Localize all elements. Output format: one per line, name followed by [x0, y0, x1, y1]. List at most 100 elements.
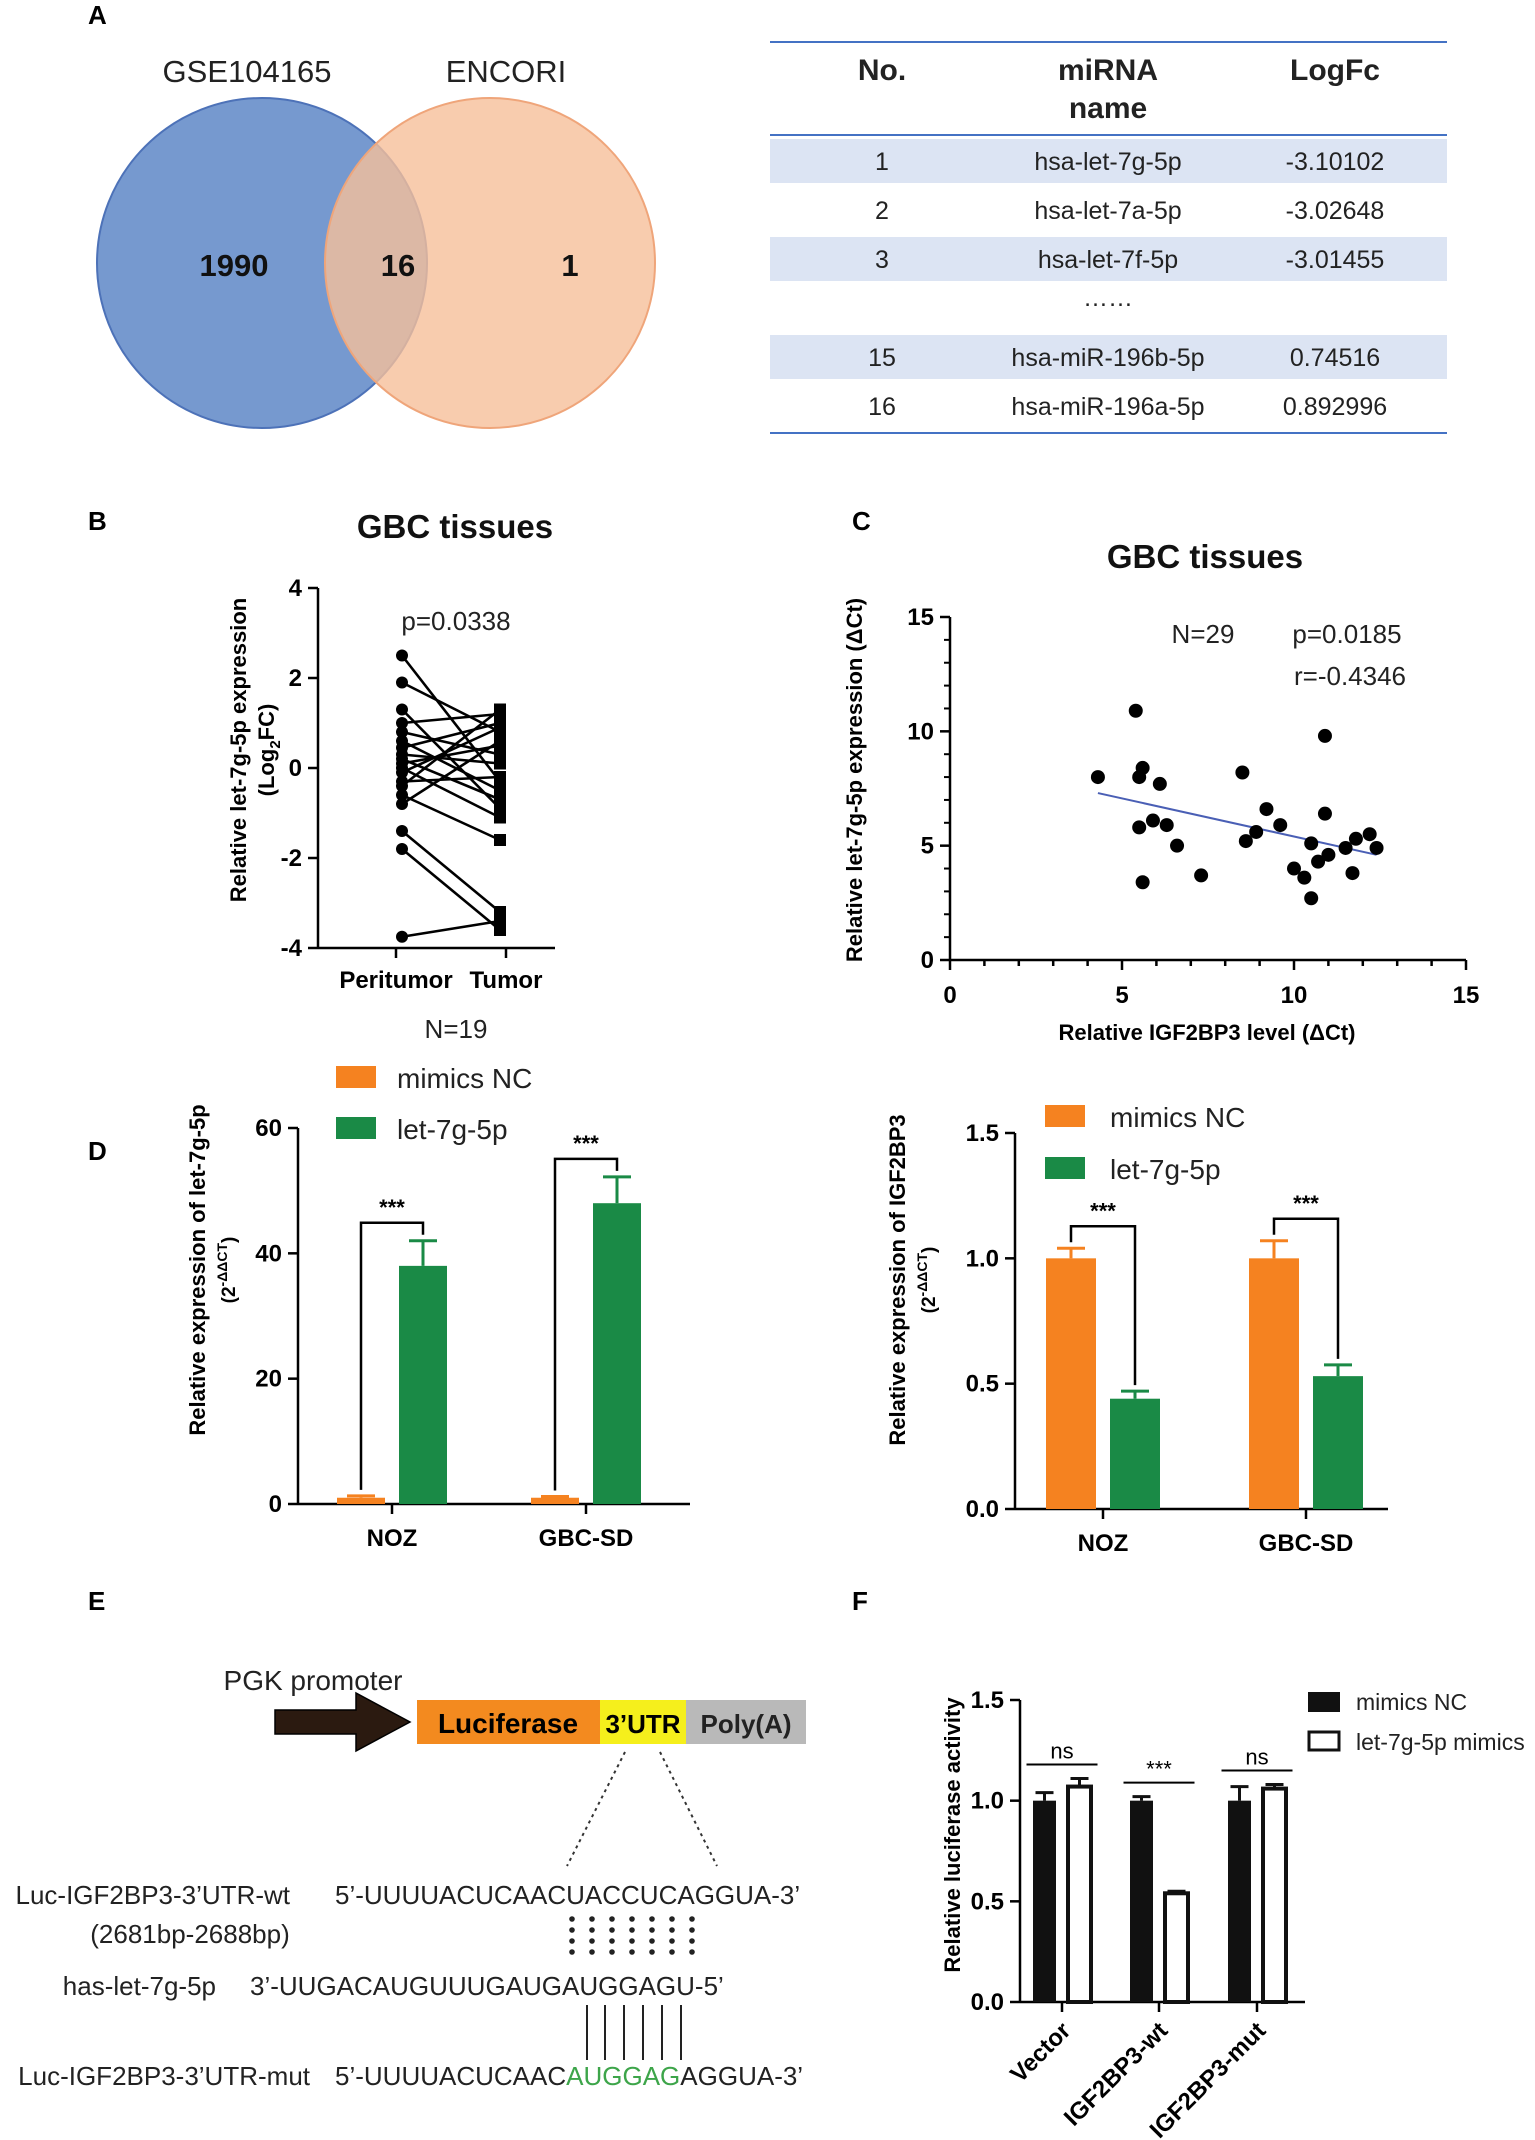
- panel-d-right-y-tick-label: 0.5: [966, 1371, 999, 1398]
- pair-dot: [589, 1916, 595, 1922]
- panel-d-right-y-tick-label: 1.5: [966, 1120, 999, 1147]
- paired-sample: [396, 789, 506, 846]
- bar: [593, 1203, 641, 1504]
- paired-line: [401, 847, 501, 932]
- panel-label-a: A: [88, 0, 107, 30]
- table-cell-name: hsa-let-7g-5p: [1034, 148, 1181, 176]
- significance-bracket: ***: [553, 1131, 619, 1491]
- bar: [1261, 1786, 1288, 2004]
- pair-dot: [669, 1949, 675, 1955]
- utr-box: [600, 1700, 686, 1744]
- bar: [399, 1265, 447, 1504]
- significance-label: ***: [1146, 1757, 1172, 1782]
- mirna-name: has-let-7g-5p: [63, 1971, 216, 2001]
- pair-dot: [649, 1949, 655, 1955]
- panel-c-marks: [1090, 703, 1384, 906]
- pair-dot: [649, 1927, 655, 1933]
- scatter-point: [1273, 818, 1288, 833]
- paired-line: [401, 739, 501, 806]
- scatter-point: [1321, 847, 1336, 862]
- paired-line: [401, 721, 501, 750]
- legend-label-mimics-nc: mimics NC: [1110, 1102, 1245, 1133]
- pair-dot: [609, 1949, 615, 1955]
- pair-dot: [629, 1938, 635, 1944]
- legend-swatch-mimics-nc: [1045, 1105, 1085, 1127]
- pair-dot: [649, 1916, 655, 1922]
- table-cell-logfc: -3.02648: [1286, 197, 1385, 225]
- table-row: 3 hsa-let-7f-5p -3.01455: [770, 237, 1447, 281]
- paired-sample: [396, 721, 506, 779]
- significance-label: ***: [1293, 1191, 1319, 1216]
- scatter-point: [1159, 818, 1174, 833]
- scatter-point: [1345, 866, 1360, 881]
- zoom-line-right: [659, 1751, 718, 1867]
- paired-line: [401, 766, 501, 819]
- pair-dot: [689, 1927, 695, 1933]
- table-row: ……: [1083, 284, 1133, 312]
- wt-sequence: 5’-UUUUACUCAACUACCUCAGGUA-3’: [335, 1880, 800, 1910]
- panel-b-marks: [396, 649, 506, 943]
- bracket-line: [1069, 1225, 1137, 1386]
- base-pair-dots: [569, 1916, 695, 1955]
- bar-group: [1163, 1889, 1190, 2005]
- panel-f-marks: ns *** ns: [1026, 1739, 1293, 2005]
- legend-swatch-mimics-nc: [1308, 1692, 1340, 1712]
- significance-marker: ns: [1221, 1745, 1293, 1772]
- table-cell-no: 1: [875, 148, 889, 176]
- venn-left-label: GSE104165: [163, 54, 332, 89]
- scatter-point: [1194, 868, 1209, 883]
- pair-dot: [589, 1927, 595, 1933]
- significance-label: ***: [573, 1131, 599, 1156]
- bar-group: [1249, 1239, 1299, 1509]
- venn-right-count: 1: [561, 248, 578, 283]
- peritumor-point: [396, 676, 408, 689]
- panel-d-right-x-tick-label: GBC-SD: [1259, 1530, 1354, 1557]
- bar-group: [1110, 1389, 1160, 1509]
- panel-c-x-tick-label: 10: [1281, 982, 1308, 1009]
- scatter-point: [1135, 875, 1150, 890]
- wt-construct-range: (2681bp-2688bp): [90, 1919, 290, 1949]
- mut-sequence-suffix: AGGUA-3’: [680, 2061, 803, 2091]
- pair-dot: [629, 1916, 635, 1922]
- bar: [1066, 1784, 1093, 2005]
- panel-f-bar-chart: Relative luciferase activity mimics NC l…: [940, 1687, 1525, 2140]
- bar: [1130, 1800, 1153, 2002]
- paired-sample: [396, 735, 506, 810]
- pair-dot: [569, 1916, 575, 1922]
- panel-c-y-tick-label: 10: [907, 718, 934, 745]
- bar-group: [399, 1239, 447, 1504]
- panel-f-x-tick-label: Vector: [1005, 2017, 1076, 2088]
- panel-c-y-tick-label: 5: [921, 833, 934, 860]
- bar: [1163, 1891, 1190, 2005]
- table-cell-no: 2: [875, 197, 889, 225]
- panel-b-title: GBC tissues: [357, 508, 553, 545]
- legend-swatch-let-7g-5p: [336, 1117, 376, 1139]
- panel-d-left-y-tick-label: 20: [255, 1366, 282, 1393]
- panel-d-right-bar-chart: Relative expression of IGF2BP3 (2-ΔΔCT) m…: [885, 1102, 1388, 1557]
- peritumor-point: [396, 789, 408, 801]
- table-cell-logfc: -3.01455: [1286, 246, 1385, 274]
- panel-c-x-tick-label: 5: [1115, 982, 1128, 1009]
- significance-label: ns: [1245, 1745, 1268, 1770]
- mirna-sequence: 3’-UUGACAUGUUUGAUGAUGGAGU-5’: [250, 1971, 724, 2001]
- paired-line: [401, 919, 501, 939]
- table-header-no: No.: [858, 54, 906, 87]
- bar: [1249, 1258, 1299, 1509]
- legend-swatch-let-7g-5p-mimics: [1307, 1730, 1341, 1752]
- table-header-logfc: LogFc: [1290, 54, 1380, 87]
- bar: [531, 1497, 579, 1504]
- table-rows: 1 hsa-let-7g-5p -3.10102 2 hsa-let-7a-5p -3.0…: [770, 139, 1447, 421]
- table-cell-logfc: 0.74516: [1290, 344, 1380, 372]
- tumor-point: [494, 793, 506, 806]
- panel-c-x-tick-label: 0: [943, 982, 956, 1009]
- pair-dot: [589, 1949, 595, 1955]
- panel-c-y-tick-label: 0: [921, 947, 934, 974]
- table-row: 16 hsa-miR-196a-5p 0.892996: [868, 393, 1387, 421]
- polya-label: Poly(A): [701, 1709, 792, 1739]
- panel-b-x-tick-label: Peritumor: [339, 967, 452, 994]
- panel-c-y-label: Relative let-7g-5p expression (ΔCt): [842, 598, 867, 962]
- scatter-point: [1152, 776, 1167, 791]
- paired-line: [401, 775, 501, 783]
- table-row: 1 hsa-let-7g-5p -3.10102: [770, 139, 1447, 183]
- panel-b-y-tick-label: -2: [281, 845, 302, 872]
